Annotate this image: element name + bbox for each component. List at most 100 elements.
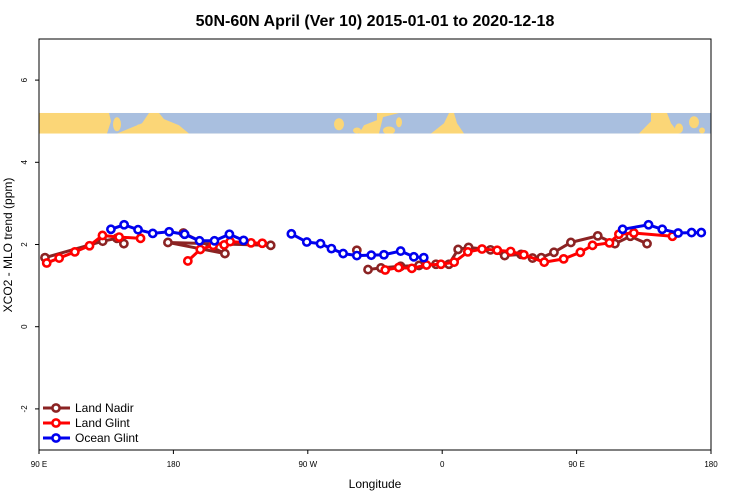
data-point-land-glint <box>628 228 639 238</box>
data-point-ocean-glint <box>395 246 406 256</box>
data-point-ocean-glint <box>164 226 175 237</box>
data-point-ocean-glint <box>379 249 389 260</box>
map-ocean-patch <box>379 112 449 134</box>
data-point-ocean-glint <box>179 229 190 240</box>
x-tick-label: 90 E <box>31 460 47 469</box>
data-point-land-glint <box>518 249 529 260</box>
data-point-ocean-glint <box>696 227 707 238</box>
data-point-ocean-glint <box>301 237 312 247</box>
data-point-land-glint <box>114 232 125 243</box>
data-point-land-glint <box>182 256 193 266</box>
data-point-ocean-glint <box>418 252 429 263</box>
data-point-ocean-glint <box>238 235 249 246</box>
map-land-patch <box>675 123 683 134</box>
map-land-patch <box>353 127 361 134</box>
data-point-ocean-glint <box>657 224 668 235</box>
data-point-land-nadir <box>163 237 173 248</box>
data-point-land-glint <box>135 233 146 244</box>
series-land-glint <box>41 228 678 275</box>
data-point-ocean-glint <box>119 219 130 230</box>
data-point-land-glint <box>462 246 473 257</box>
x-tick-label: 90 W <box>298 460 317 469</box>
data-point-land-nadir <box>565 237 576 248</box>
data-point-land-glint <box>539 257 550 268</box>
data-point-land-nadir <box>549 247 559 258</box>
data-point-land-nadir <box>592 230 603 241</box>
series-layer <box>40 219 707 275</box>
legend-item-land-nadir: Land Nadir <box>43 401 134 415</box>
data-point-land-glint <box>225 236 236 247</box>
data-point-land-glint <box>492 245 503 256</box>
data-point-land-nadir <box>118 238 129 249</box>
data-point-ocean-glint <box>315 238 326 249</box>
data-point-ocean-glint <box>366 250 377 261</box>
data-point-ocean-glint <box>686 227 697 238</box>
legend-marker <box>51 403 61 413</box>
y-tick-label: 4 <box>20 160 29 165</box>
legend-marker <box>51 418 61 428</box>
data-point-ocean-glint <box>224 229 235 240</box>
y-axis: -2 0 2 4 6 <box>20 77 39 412</box>
data-point-land-glint <box>41 258 52 268</box>
series-ocean-glint <box>106 219 707 263</box>
legend-item-land-glint: Land Glint <box>43 416 130 430</box>
x-axis: 90 E 180 90 W 0 90 E 180 <box>31 450 718 469</box>
map-land-patch <box>689 116 699 129</box>
data-point-land-glint <box>558 253 569 264</box>
data-point-land-glint <box>393 262 404 273</box>
x-tick-label: 90 E <box>568 460 584 469</box>
map-land-shapes <box>107 112 711 134</box>
y-tick-label: 6 <box>20 77 29 82</box>
data-point-land-glint <box>449 257 460 268</box>
data-point-ocean-glint <box>194 235 205 246</box>
data-point-ocean-glint <box>286 228 297 239</box>
x-tick-label: 180 <box>167 460 181 469</box>
y-tick-label: 2 <box>20 242 29 247</box>
series-line-ocean-glint <box>110 223 245 243</box>
data-point-land-glint <box>97 230 108 241</box>
data-point-land-glint <box>505 246 516 257</box>
data-point-land-nadir <box>642 238 652 249</box>
data-point-land-glint <box>380 265 391 275</box>
data-point-land-glint <box>436 259 446 270</box>
map-land-patch <box>334 118 344 131</box>
chart-title: 50N-60N April (Ver 10) 2015-01-01 to 202… <box>196 13 555 30</box>
data-point-ocean-glint <box>643 219 654 230</box>
data-point-land-glint <box>257 238 268 249</box>
data-point-land-glint <box>406 263 417 274</box>
map-land-patch <box>113 117 121 132</box>
data-point-land-glint <box>69 246 80 257</box>
map-band <box>39 112 711 134</box>
x-tick-label: 180 <box>704 460 718 469</box>
y-tick-label: 0 <box>20 324 29 329</box>
map-land-patch <box>383 126 395 134</box>
data-point-land-nadir <box>220 248 230 259</box>
data-point-land-glint <box>575 247 586 258</box>
y-axis-label: XCO2 - MLO trend (ppm) <box>1 178 15 313</box>
data-point-land-glint <box>477 244 487 254</box>
map-land-patch <box>396 117 402 128</box>
map-land-patch <box>136 124 142 133</box>
data-point-land-glint <box>195 244 206 255</box>
legend-label: Land Nadir <box>75 401 134 415</box>
x-tick-label: 0 <box>440 460 445 469</box>
data-point-land-glint <box>54 253 65 263</box>
data-point-land-glint <box>84 240 95 251</box>
data-point-ocean-glint <box>408 251 419 262</box>
map-land-patch <box>699 127 705 134</box>
data-point-land-glint <box>246 237 256 248</box>
legend-item-ocean-glint: Ocean Glint <box>43 431 139 445</box>
map-ocean-patch <box>454 112 651 134</box>
data-point-ocean-glint <box>351 250 362 261</box>
data-point-land-glint <box>587 240 598 251</box>
map-ocean-patch <box>159 112 377 134</box>
data-point-land-nadir <box>453 244 464 255</box>
legend-label: Ocean Glint <box>75 431 139 445</box>
data-point-land-nadir <box>363 264 373 275</box>
data-point-ocean-glint <box>209 235 220 246</box>
data-point-ocean-glint <box>617 224 628 235</box>
y-tick-label: -2 <box>20 405 29 413</box>
data-point-ocean-glint <box>326 243 337 254</box>
